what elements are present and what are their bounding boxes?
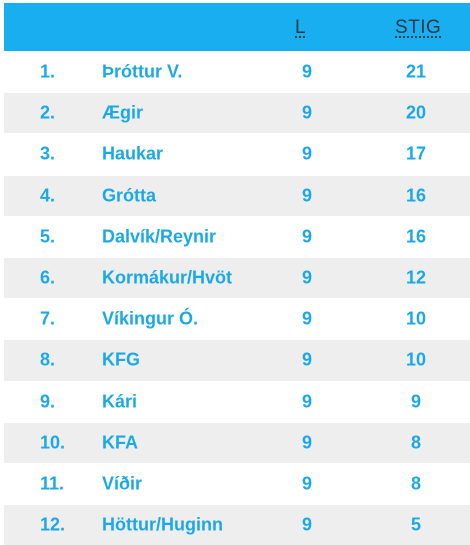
points-cell: 9 <box>410 391 421 412</box>
table-row: 12. Höttur/Huginn 9 5 <box>4 504 470 545</box>
team-cell[interactable]: KFG <box>102 349 140 370</box>
played-cell: 9 <box>301 226 312 247</box>
points-cell: 17 <box>405 143 427 164</box>
points-cell: 8 <box>410 432 421 453</box>
table-row: 6. Kormákur/Hvöt 9 12 <box>4 256 470 299</box>
table-row: 3. Haukar 9 17 <box>4 133 470 175</box>
rank-cell: 4. <box>40 185 56 206</box>
points-cell: 16 <box>405 226 427 247</box>
team-cell[interactable]: Kári <box>102 391 138 412</box>
rank-cell: 11. <box>40 473 65 494</box>
rank-cell: 2. <box>40 102 56 123</box>
points-cell: 16 <box>405 185 427 206</box>
table-row: 8. KFG 9 10 <box>4 339 470 381</box>
played-cell: 9 <box>301 185 312 206</box>
points-cell: 12 <box>405 267 427 288</box>
team-cell[interactable]: Kormákur/Hvöt <box>102 267 233 288</box>
played-cell: 9 <box>301 61 312 82</box>
points-cell: 10 <box>405 349 427 370</box>
team-cell[interactable]: Þróttur V. <box>102 61 183 82</box>
rank-cell: 6. <box>40 267 56 288</box>
played-cell: 9 <box>301 473 312 494</box>
team-cell[interactable]: Haukar <box>102 143 164 164</box>
played-cell: 9 <box>301 143 312 164</box>
points-cell: 5 <box>410 514 421 535</box>
team-cell[interactable]: KFA <box>102 432 138 453</box>
played-cell: 9 <box>301 102 312 123</box>
played-cell: 9 <box>301 308 312 329</box>
table-header: L STIG <box>4 3 470 51</box>
played-cell: 9 <box>301 267 312 288</box>
rank-cell: 3. <box>40 143 56 164</box>
points-column-header[interactable]: STIG <box>395 17 442 38</box>
table-row: 9. Kári 9 9 <box>4 380 470 422</box>
rank-cell: 1. <box>40 61 56 82</box>
table-row: 11. Víðir 9 8 <box>4 462 470 505</box>
team-cell[interactable]: Víðir <box>102 473 143 494</box>
points-cell: 10 <box>405 308 427 329</box>
points-cell: 21 <box>405 61 427 82</box>
played-cell: 9 <box>301 514 312 535</box>
points-cell: 8 <box>410 473 421 494</box>
table-body: 1. Þróttur V. 9 21 2. Ægir 9 20 3. Hauka… <box>4 51 470 545</box>
standings-table: L STIG 1. Þróttur V. 9 21 2. Ægir 9 20 3… <box>4 3 470 545</box>
rank-cell: 9. <box>40 391 56 412</box>
rank-cell: 7. <box>40 308 56 329</box>
team-cell[interactable]: Höttur/Huginn <box>102 514 223 535</box>
table-row: 4. Grótta 9 16 <box>4 174 470 216</box>
team-cell[interactable]: Dalvík/Reynir <box>102 226 217 247</box>
played-cell: 9 <box>301 391 312 412</box>
team-cell[interactable]: Grótta <box>102 185 156 206</box>
team-cell[interactable]: Víkingur Ó. <box>102 308 199 329</box>
points-cell: 20 <box>405 102 427 123</box>
played-cell: 9 <box>301 349 312 370</box>
played-column-header[interactable]: L <box>295 17 306 38</box>
team-cell[interactable]: Ægir <box>102 102 144 123</box>
rank-cell: 5. <box>40 226 56 247</box>
rank-cell: 12. <box>40 514 66 535</box>
table-row: 10. KFA 9 8 <box>4 421 470 463</box>
played-cell: 9 <box>301 432 312 453</box>
table-row: 5. Dalvík/Reynir 9 16 <box>4 215 470 257</box>
table-row: 1. Þróttur V. 9 21 <box>4 51 470 93</box>
table-row: 7. Víkingur Ó. 9 10 <box>4 298 470 340</box>
rank-cell: 10. <box>40 432 66 453</box>
rank-cell: 8. <box>40 349 56 370</box>
table-row: 2. Ægir 9 20 <box>4 92 470 134</box>
